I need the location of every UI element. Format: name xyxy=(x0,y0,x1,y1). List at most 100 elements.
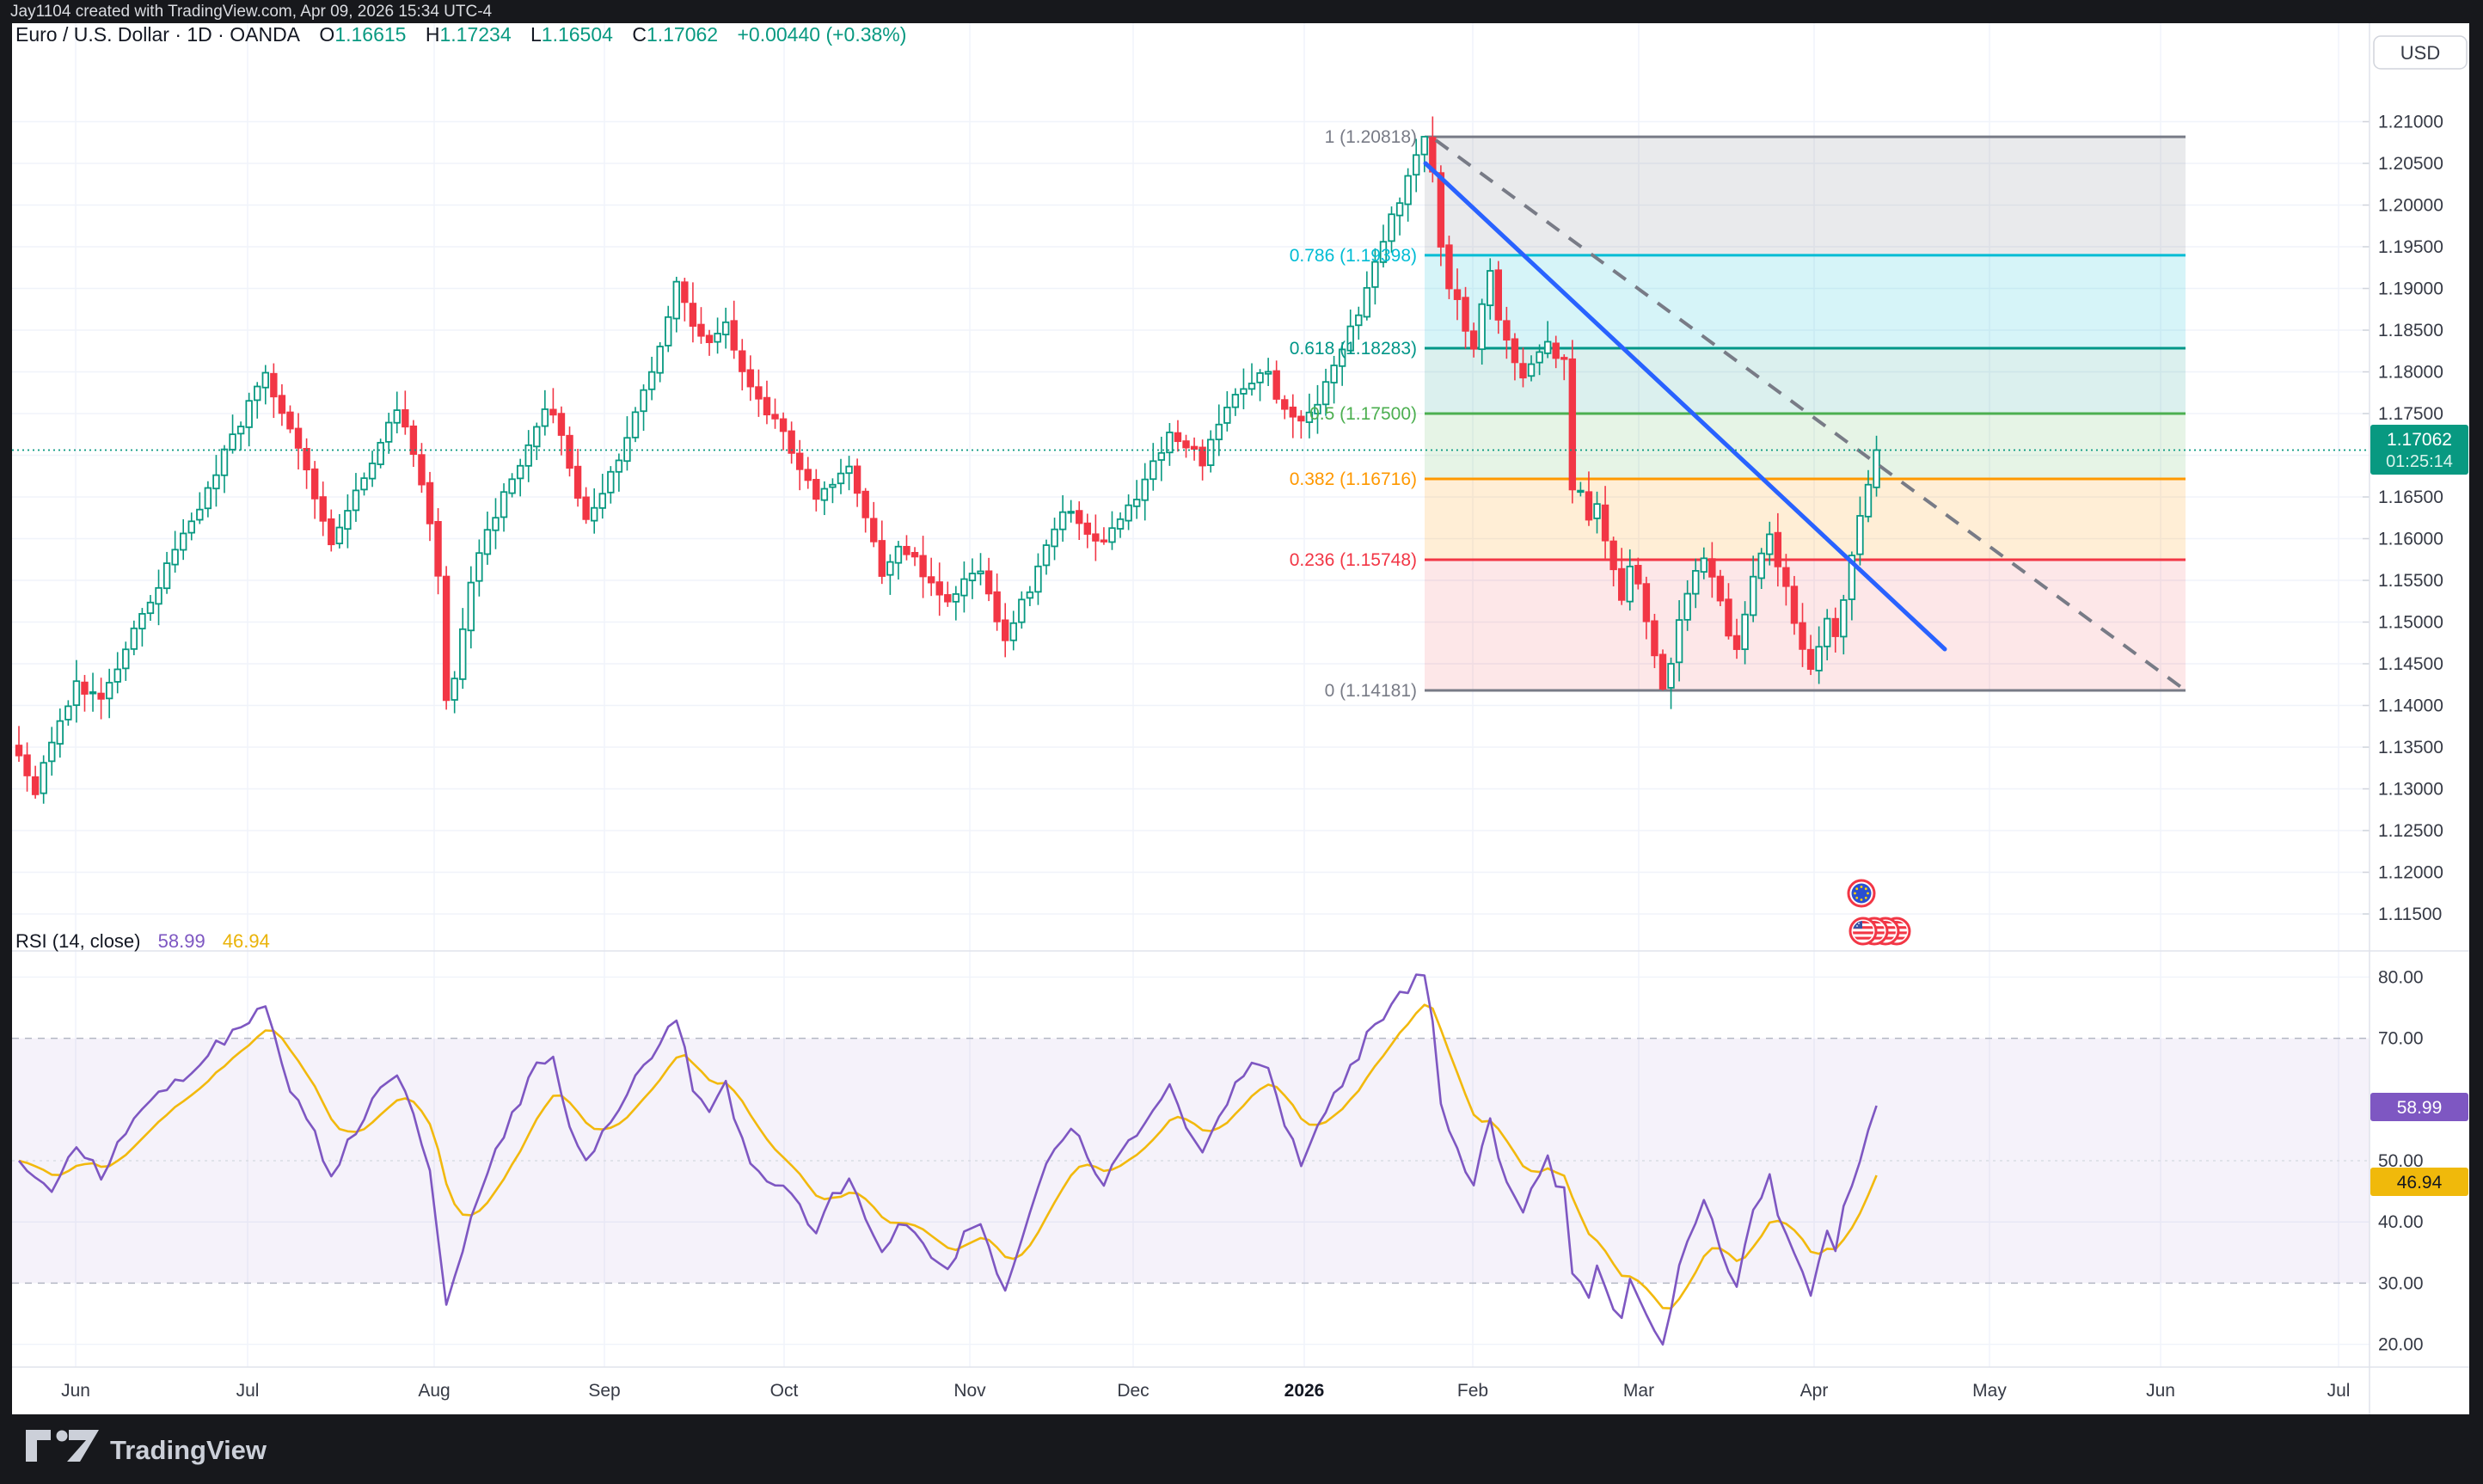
currency-label: USD xyxy=(2400,42,2440,64)
candle-body xyxy=(40,762,47,794)
candle-body xyxy=(1141,478,1149,501)
candle-body xyxy=(705,334,714,344)
candle-body xyxy=(196,508,204,521)
candle-body xyxy=(910,551,919,558)
candle-body xyxy=(1840,599,1848,638)
candle-body xyxy=(1543,340,1552,354)
candle-body xyxy=(1503,320,1511,341)
candle-body xyxy=(245,400,253,428)
candle-body xyxy=(886,561,894,576)
candle-body xyxy=(721,321,730,336)
candle-body xyxy=(64,705,72,721)
candle-body xyxy=(335,526,344,545)
candle-body xyxy=(278,395,286,414)
fib-level-label: 0.382 (1.16716) xyxy=(1290,469,1417,489)
candle-body xyxy=(672,280,680,320)
candle-body xyxy=(861,490,869,518)
attribution-bar: Jay1104 created with TradingView.com, Ap… xyxy=(0,0,2483,23)
dashed-trend-line[interactable] xyxy=(1434,138,2184,690)
rsi-value: 58.99 xyxy=(157,930,205,952)
candle-body xyxy=(894,545,903,564)
candle-body xyxy=(1182,440,1190,449)
trend-lines[interactable] xyxy=(1423,138,2184,690)
chart-frame[interactable]: 1 (1.20818) 0.786 (1.19398) 0.618 (1.18283… xyxy=(12,23,2469,1414)
candle-body xyxy=(1864,483,1873,518)
symbol-header[interactable]: Euro / U.S. Dollar · 1D · OANDA O1.16615… xyxy=(15,23,906,46)
candle-body xyxy=(944,594,952,603)
candle-body xyxy=(573,465,582,499)
candle-body xyxy=(500,491,508,518)
rsi-header[interactable]: RSI (14, close) 58.99 46.94 xyxy=(15,930,270,953)
price-tick-label: 1.15000 xyxy=(2378,613,2443,633)
rsi-tick-label: 30.00 xyxy=(2378,1273,2424,1293)
us-flag-icons[interactable] xyxy=(1848,917,1911,946)
logo-glyph-7 xyxy=(67,1430,99,1462)
candle-body xyxy=(97,692,105,700)
candle-body xyxy=(1305,411,1314,423)
candle-body xyxy=(656,346,664,374)
rsi-line xyxy=(17,973,1878,1346)
candle-body xyxy=(640,389,647,413)
candle-body xyxy=(138,613,146,630)
candle-body xyxy=(549,408,557,416)
candle-body xyxy=(845,465,853,475)
candle-body xyxy=(1125,504,1132,522)
candle-body xyxy=(130,627,138,650)
candle-body xyxy=(935,581,943,596)
candle-body xyxy=(319,496,327,522)
time-axis-label: Feb xyxy=(1457,1381,1488,1401)
time-axis-label: Sep xyxy=(588,1381,620,1401)
bottom-bar: TradingView xyxy=(0,1414,2483,1480)
fib-level-labels: 1 (1.20818) 0.786 (1.19398) 0.618 (1.18283… xyxy=(1290,127,1417,701)
candle-body xyxy=(1174,432,1182,443)
candle-body xyxy=(270,372,278,398)
time-axis-label: Nov xyxy=(953,1381,986,1401)
candle-body xyxy=(212,474,220,490)
chart-canvas[interactable]: 1 (1.20818) 0.786 (1.19398) 0.618 (1.18283… xyxy=(12,23,2469,1414)
candle-body xyxy=(1289,406,1297,418)
time-axis-label: May xyxy=(1972,1381,2007,1401)
candle-body xyxy=(984,570,993,595)
candle-body xyxy=(1026,591,1034,599)
time-axis-label: Mar xyxy=(1623,1381,1654,1401)
candle-body xyxy=(1207,438,1215,466)
blue-trend-line[interactable] xyxy=(1423,161,1947,652)
candle-body xyxy=(1831,617,1839,637)
candle-body xyxy=(1609,540,1617,571)
fib-level-label: 1 (1.20818) xyxy=(1325,127,1417,147)
fib-retracement-zones[interactable] xyxy=(1425,135,2186,692)
candle-body xyxy=(1083,522,1091,535)
symbol-title[interactable]: Euro / U.S. Dollar · 1D · OANDA xyxy=(15,23,301,46)
candle-body xyxy=(1157,451,1166,461)
candle-body xyxy=(1388,213,1395,242)
price-tick-label: 1.18500 xyxy=(2378,321,2443,340)
tradingview-logo[interactable]: TradingView xyxy=(0,1414,430,1480)
candle-body xyxy=(105,682,113,700)
time-axis-label: Aug xyxy=(418,1381,450,1401)
rsi-ma-value: 46.94 xyxy=(222,930,270,952)
rsi-title[interactable]: RSI (14, close) xyxy=(15,930,141,952)
candle-body xyxy=(647,371,656,390)
ohlc-high: H1.17234 xyxy=(425,23,512,46)
candle-body xyxy=(1190,445,1199,451)
time-axis-label: Jun xyxy=(2146,1381,2175,1401)
rsi-ma-badge: 46.94 xyxy=(2370,1168,2468,1196)
candle-body xyxy=(1009,622,1017,641)
candle-body xyxy=(89,691,97,695)
candle-body xyxy=(1782,567,1790,587)
candle-body xyxy=(467,581,475,632)
candle-body xyxy=(393,409,401,424)
currency-button[interactable]: USD xyxy=(2373,35,2468,70)
time-axis-label: Jul xyxy=(236,1381,260,1401)
candle-body xyxy=(746,369,755,388)
candle-body xyxy=(1321,381,1330,406)
candle-body xyxy=(1150,460,1157,481)
candle-body xyxy=(1487,270,1494,307)
axis-labels[interactable]: 1.21000 1.20500 1.20000 1.19500 1.19000 1.185… xyxy=(61,113,2443,1401)
candle-body xyxy=(1404,175,1412,205)
time-axis-label: Jun xyxy=(61,1381,90,1401)
eu-flag-icon[interactable] xyxy=(1847,879,1876,908)
svg-text:46.94: 46.94 xyxy=(2397,1173,2443,1193)
price-tick-label: 1.15500 xyxy=(2378,571,2443,591)
candle-body xyxy=(591,506,598,522)
